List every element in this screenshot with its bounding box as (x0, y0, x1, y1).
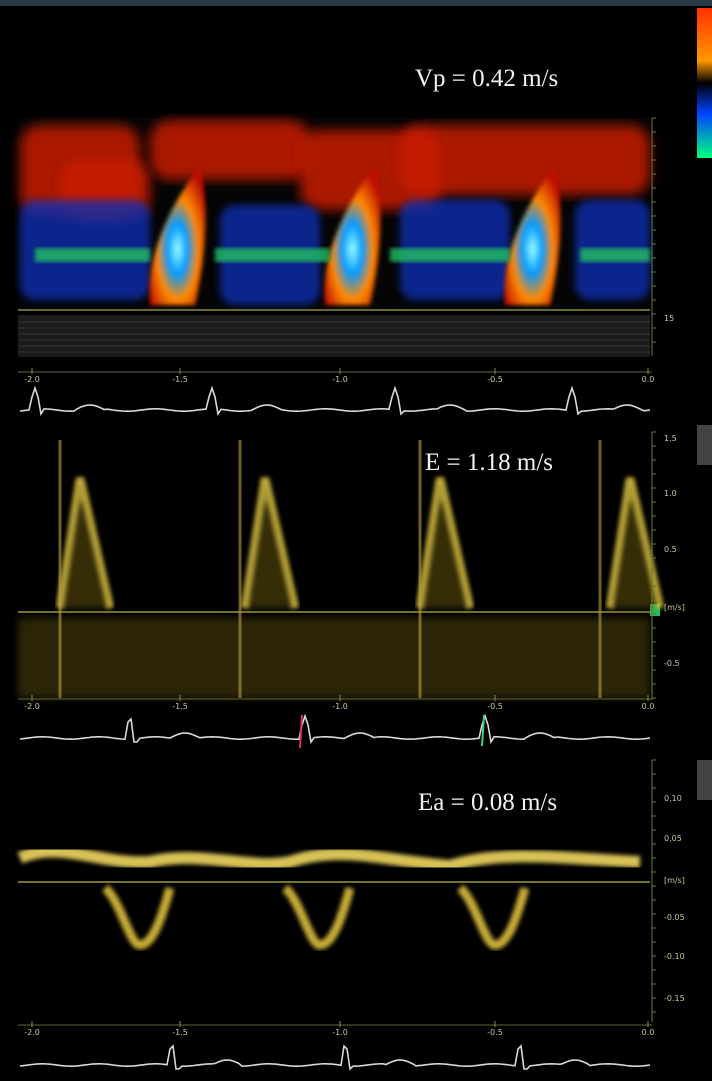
tissue-wave (17, 845, 641, 873)
red-flow (150, 120, 310, 180)
scale-tick-label: 15 (664, 314, 674, 323)
scale-tick-label: [m/s] (664, 603, 685, 612)
panel-label: Ea = 0.08 m/s (418, 789, 557, 816)
scale-tick-label: 0.05 (664, 834, 682, 843)
time-tick-label: -1.5 (172, 1028, 188, 1037)
time-tick-label: 0.0 (642, 1028, 655, 1037)
scale-tick-label: 0.5 (664, 545, 677, 554)
green-band (580, 248, 650, 262)
e-wave-fill (610, 478, 660, 608)
image-layer: -2.0 -1.5 -1.0 -0.5 0.0 15 -2.0 -1.5 -1.0 -0.5 0.0… (17, 117, 685, 1071)
time-tick-label: -0.5 (487, 375, 503, 384)
time-tick-label: -1.0 (332, 1028, 348, 1037)
panel-label: E = 1.18 m/s (425, 449, 553, 476)
inflow-flame (504, 165, 561, 305)
scale-tick-label: -0.10 (664, 952, 685, 961)
ecg-trace (19, 1044, 651, 1071)
e-wave-fill (245, 478, 295, 608)
ea-wave (281, 884, 355, 950)
green-band (390, 248, 510, 262)
scale-tick-label: 0.10 (664, 794, 682, 803)
ecg-marker (481, 714, 485, 747)
scale-tick-label: -0.5 (664, 659, 680, 668)
reverse-flow (18, 618, 650, 698)
scale-marker (697, 425, 712, 465)
ecg-trace (19, 713, 651, 745)
inflow-flame (149, 165, 206, 305)
scale-tick-label: [m/s] (664, 876, 685, 885)
color-scale-bar (697, 8, 712, 158)
scale-tick-label: -0.15 (664, 994, 685, 1003)
time-tick-label: 0.0 (642, 702, 655, 711)
e-wave-fill (420, 478, 470, 608)
scale-tick-label: 1.5 (664, 434, 677, 443)
time-tick-label: -0.5 (487, 1028, 503, 1037)
time-tick-label: -1.5 (172, 375, 188, 384)
time-tick-label: 0.0 (642, 375, 655, 384)
e-wave-fill (60, 478, 110, 608)
green-band (215, 248, 330, 262)
time-tick-label: -2.0 (24, 375, 40, 384)
ea-wave (101, 884, 175, 950)
scale-marker (697, 760, 712, 800)
scale-tick-label: -0.05 (664, 913, 685, 922)
tissue-strip (18, 315, 650, 357)
time-tick-label: -0.5 (487, 702, 503, 711)
time-tick-label: -1.5 (172, 702, 188, 711)
scale-tick-label: 1.0 (664, 489, 677, 498)
red-flow (400, 125, 650, 195)
ecg-marker (299, 714, 303, 749)
time-tick-label: -2.0 (24, 702, 40, 711)
inflow-flame (324, 165, 381, 305)
time-tick-label: -1.0 (332, 375, 348, 384)
ecg-trace (19, 385, 651, 417)
top-border (0, 0, 712, 6)
time-tick-label: -1.0 (332, 702, 348, 711)
time-tick-label: -2.0 (24, 1028, 40, 1037)
panel-label: Vp = 0.42 m/s (415, 65, 558, 92)
ea-wave (456, 884, 530, 950)
green-band (35, 248, 150, 262)
baseline-marker (650, 604, 660, 616)
